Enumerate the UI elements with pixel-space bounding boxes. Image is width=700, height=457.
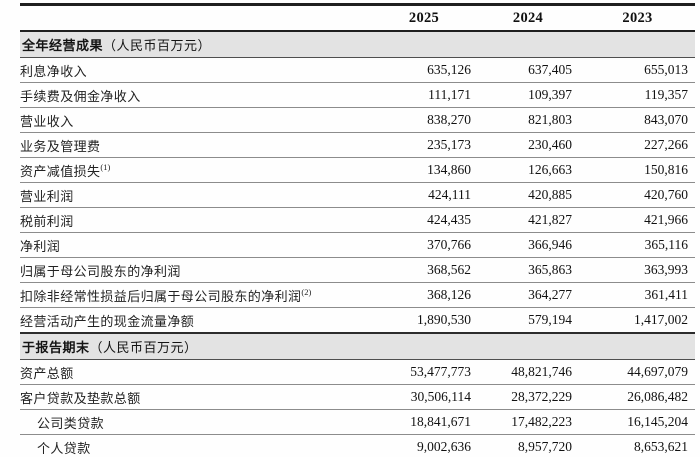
value-cell: 48,821,746	[476, 359, 580, 385]
value-cell: 18,841,671	[372, 409, 476, 435]
section-header-cell: 于报告期末（人民币百万元）	[20, 332, 695, 360]
value-cell: 119,357	[580, 82, 695, 108]
year-column-2023: 2023	[580, 4, 695, 32]
value-cell: 53,477,773	[372, 359, 476, 385]
value-cell: 1,417,002	[580, 307, 695, 334]
value-cell: 655,013	[580, 57, 695, 83]
table-row: 税前利润 424,435 421,827 421,966	[20, 207, 695, 233]
table-row: 经营活动产生的现金流量净额 1,890,530 579,194 1,417,00…	[20, 307, 695, 334]
table-row: 客户贷款及垫款总额 30,506,114 28,372,229 26,086,4…	[20, 384, 695, 410]
value-cell: 17,482,223	[476, 409, 580, 435]
table-row: 业务及管理费 235,173 230,460 227,266	[20, 132, 695, 158]
section-title: 于报告期末	[22, 340, 90, 355]
value-cell: 421,827	[476, 207, 580, 233]
value-cell: 363,993	[580, 257, 695, 283]
table-row: 营业收入 838,270 821,803 843,070	[20, 107, 695, 133]
value-cell: 28,372,229	[476, 384, 580, 410]
section-header-cell: 全年经营成果（人民币百万元）	[20, 30, 695, 58]
table-row: 手续费及佣金净收入 111,171 109,397 119,357	[20, 82, 695, 108]
year-column-2025: 2025	[372, 4, 476, 32]
value-cell: 637,405	[476, 57, 580, 83]
footnote-ref-1: (1)	[100, 161, 111, 172]
row-label: 营业收入	[20, 107, 372, 133]
value-cell: 227,266	[580, 132, 695, 158]
value-cell: 109,397	[476, 82, 580, 108]
value-cell: 26,086,482	[580, 384, 695, 410]
row-label: 经营活动产生的现金流量净额	[20, 307, 372, 334]
value-cell: 838,270	[372, 107, 476, 133]
table-row: 公司类贷款 18,841,671 17,482,223 16,145,204	[20, 409, 695, 435]
value-cell: 235,173	[372, 132, 476, 158]
value-cell: 365,863	[476, 257, 580, 283]
row-label: 税前利润	[20, 207, 372, 233]
value-cell: 9,002,636	[372, 434, 476, 457]
footnote-ref-2: (2)	[301, 286, 312, 297]
row-label: 个人贷款	[20, 434, 372, 457]
value-cell: 126,663	[476, 157, 580, 183]
corner-cell	[20, 4, 372, 32]
section-header-operating-results: 全年经营成果（人民币百万元）	[20, 30, 695, 58]
row-label: 资产减值损失(1)	[20, 157, 372, 183]
row-label-text: 扣除非经常性损益后归属于母公司股东的净利润	[20, 288, 302, 304]
value-cell: 421,966	[580, 207, 695, 233]
value-cell: 424,435	[372, 207, 476, 233]
row-label: 归属于母公司股东的净利润	[20, 257, 372, 283]
value-cell: 368,562	[372, 257, 476, 283]
section-title: 全年经营成果	[22, 38, 104, 53]
value-cell: 635,126	[372, 57, 476, 83]
value-cell: 150,816	[580, 157, 695, 183]
value-cell: 134,860	[372, 157, 476, 183]
value-cell: 420,760	[580, 182, 695, 208]
value-cell: 111,171	[372, 82, 476, 108]
table-row: 营业利润 424,111 420,885 420,760	[20, 182, 695, 208]
table-row: 资产总额 53,477,773 48,821,746 44,697,079	[20, 359, 695, 385]
value-cell: 365,116	[580, 232, 695, 258]
row-label: 资产总额	[20, 359, 372, 385]
table-row: 净利润 370,766 366,946 365,116	[20, 232, 695, 258]
value-cell: 8,957,720	[476, 434, 580, 457]
value-cell: 424,111	[372, 182, 476, 208]
row-label: 净利润	[20, 232, 372, 258]
row-label: 公司类贷款	[20, 409, 372, 435]
value-cell: 361,411	[580, 282, 695, 308]
value-cell: 370,766	[372, 232, 476, 258]
value-cell: 1,890,530	[372, 307, 476, 334]
table-row: 扣除非经常性损益后归属于母公司股东的净利润(2) 368,126 364,277…	[20, 282, 695, 308]
value-cell: 843,070	[580, 107, 695, 133]
year-header-row: 2025 2024 2023	[20, 4, 695, 32]
value-cell: 30,506,114	[372, 384, 476, 410]
table-row: 归属于母公司股东的净利润 368,562 365,863 363,993	[20, 257, 695, 283]
value-cell: 420,885	[476, 182, 580, 208]
row-label: 扣除非经常性损益后归属于母公司股东的净利润(2)	[20, 282, 372, 308]
section-unit: （人民币百万元）	[89, 340, 198, 355]
row-label: 客户贷款及垫款总额	[20, 384, 372, 410]
row-label-text: 资产减值损失	[20, 163, 101, 179]
value-cell: 230,460	[476, 132, 580, 158]
section-unit: （人民币百万元）	[103, 38, 212, 53]
table-row: 利息净收入 635,126 637,405 655,013	[20, 57, 695, 83]
row-label: 营业利润	[20, 182, 372, 208]
year-column-2024: 2024	[476, 4, 580, 32]
value-cell: 579,194	[476, 307, 580, 334]
value-cell: 366,946	[476, 232, 580, 258]
table-row: 资产减值损失(1) 134,860 126,663 150,816	[20, 157, 695, 183]
value-cell: 44,697,079	[580, 359, 695, 385]
value-cell: 364,277	[476, 282, 580, 308]
value-cell: 368,126	[372, 282, 476, 308]
row-label: 手续费及佣金净收入	[20, 82, 372, 108]
financial-summary-table: 2025 2024 2023 全年经营成果（人民币百万元） 利息净收入 635,…	[20, 3, 695, 457]
row-label: 业务及管理费	[20, 132, 372, 158]
section-header-period-end: 于报告期末（人民币百万元）	[20, 332, 695, 360]
value-cell: 16,145,204	[580, 409, 695, 435]
value-cell: 821,803	[476, 107, 580, 133]
value-cell: 8,653,621	[580, 434, 695, 457]
row-label: 利息净收入	[20, 57, 372, 83]
table-row: 个人贷款 9,002,636 8,957,720 8,653,621	[20, 434, 695, 457]
